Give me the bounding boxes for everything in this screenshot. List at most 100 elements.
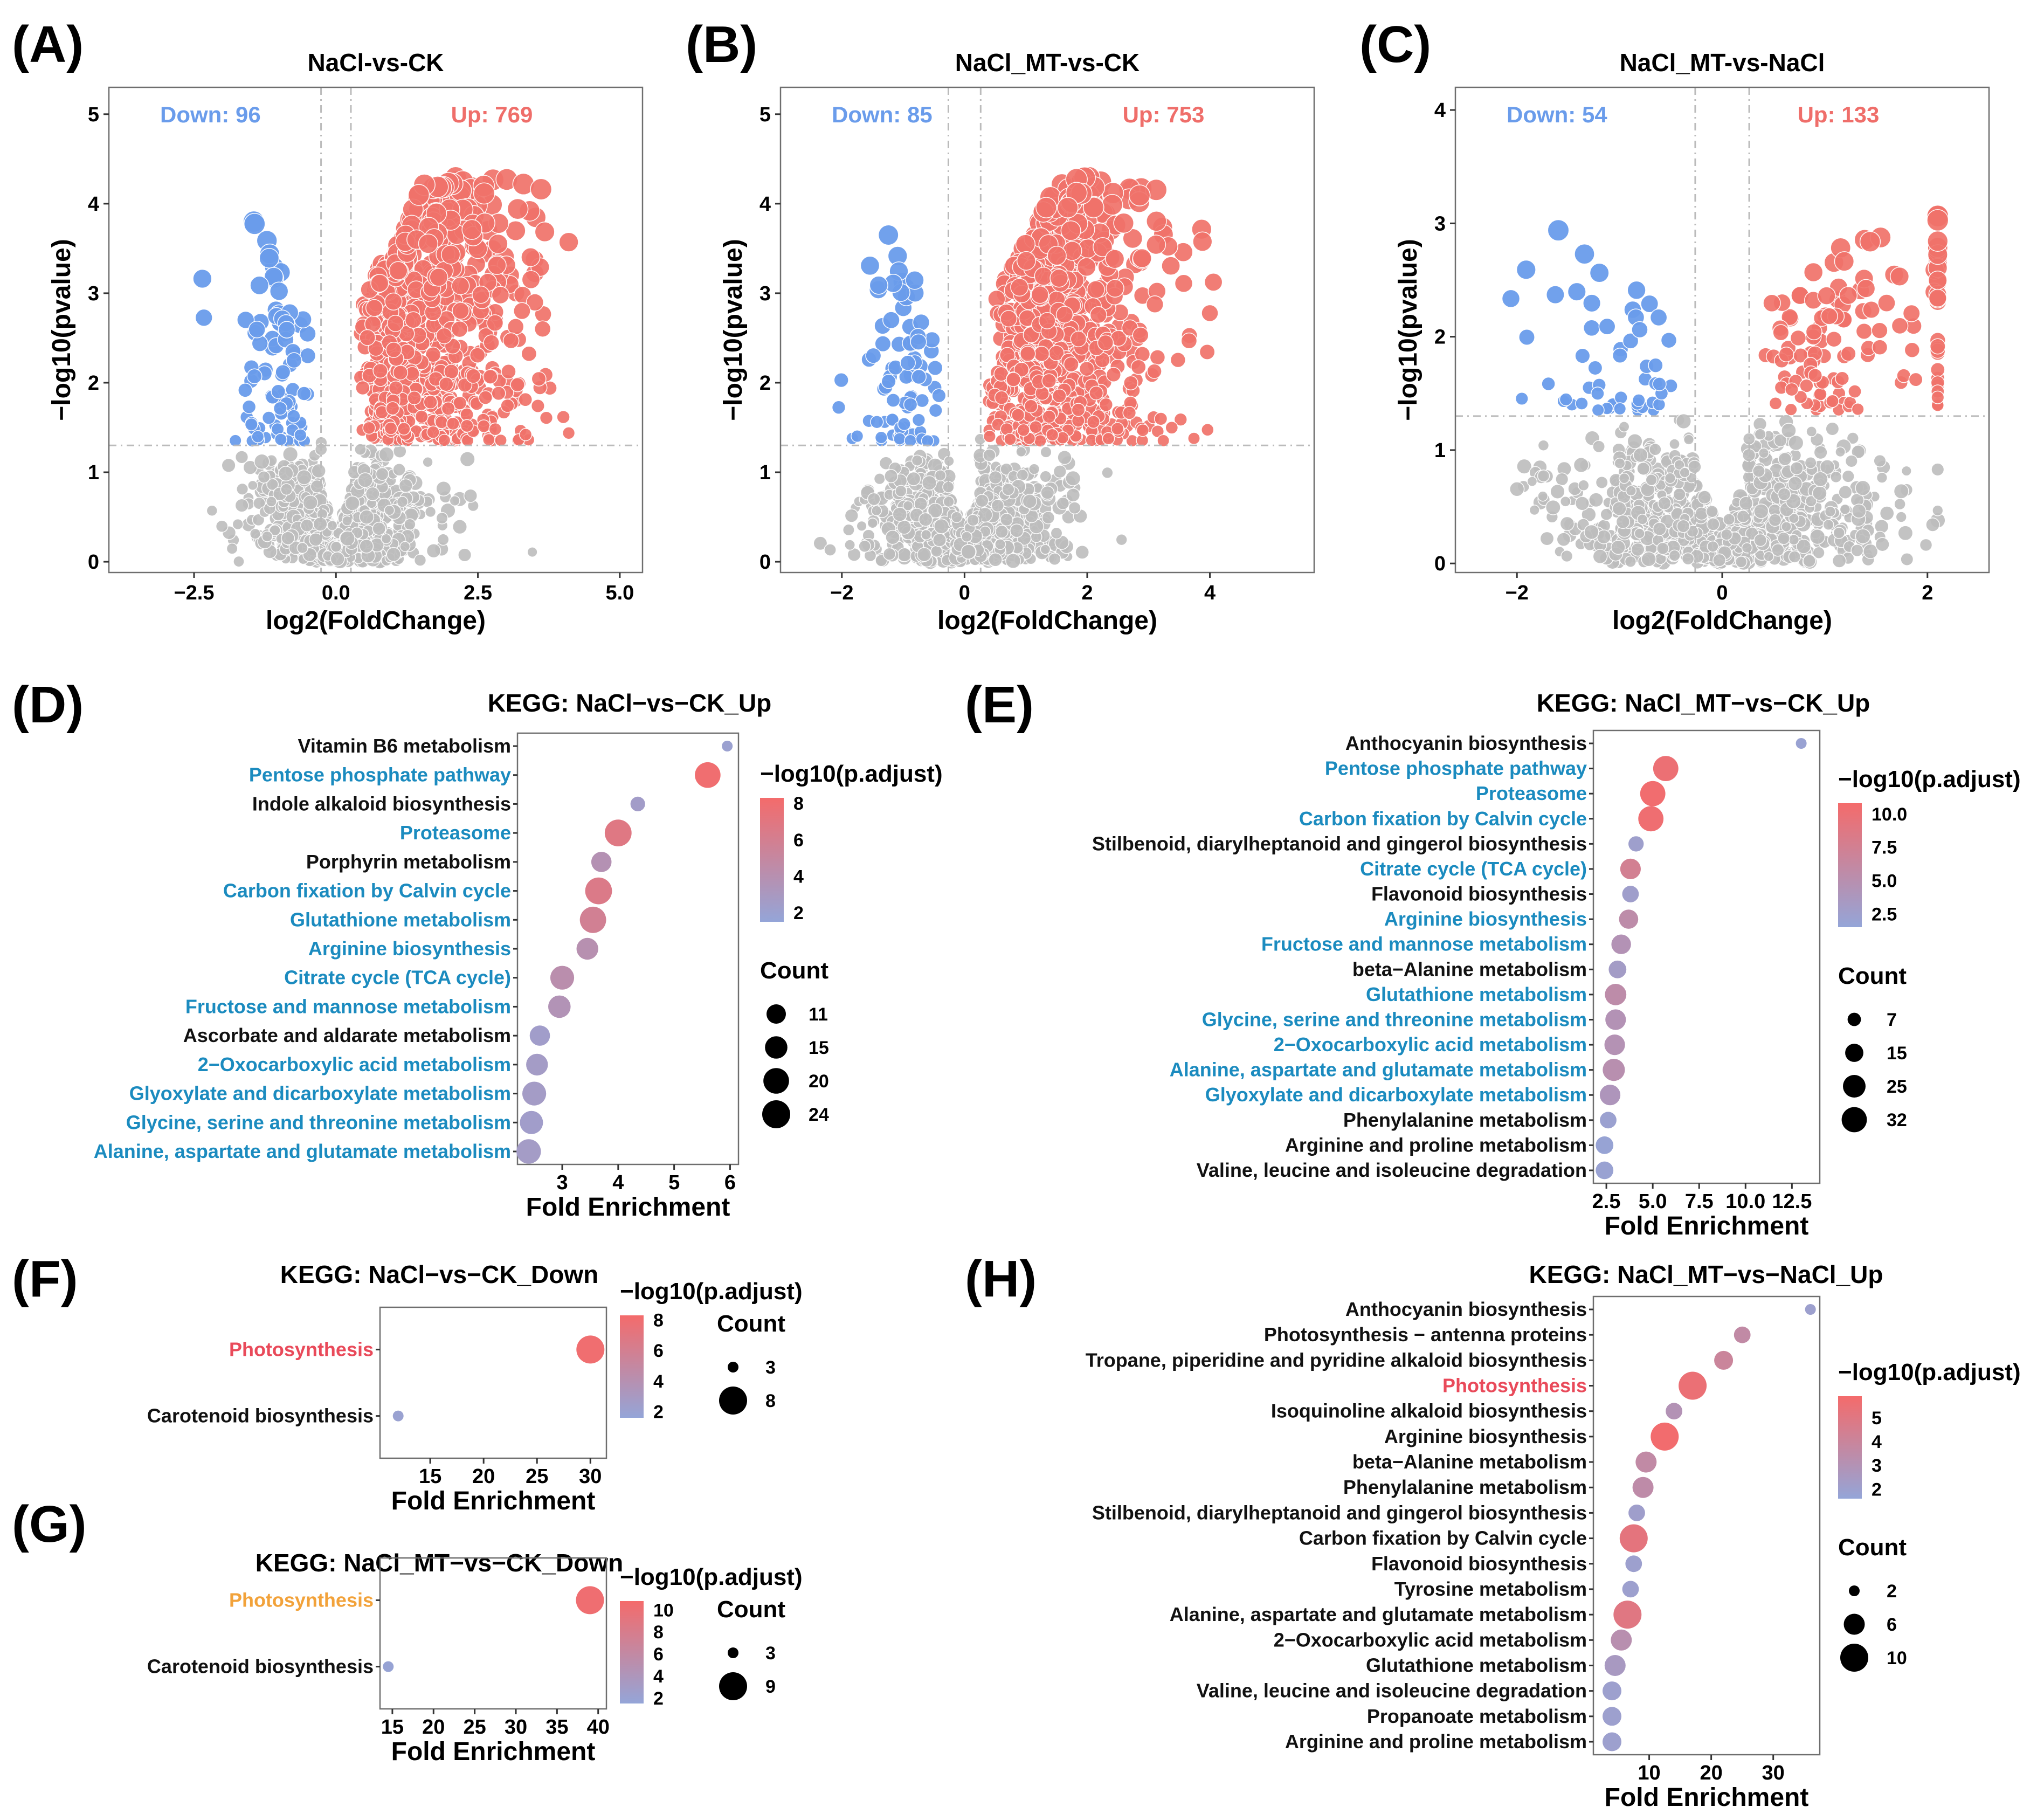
ns-point (1850, 544, 1864, 557)
ns-point (1893, 483, 1909, 499)
size-legend-title: Count (717, 1596, 785, 1623)
up-point (1896, 368, 1911, 383)
up-point (1908, 372, 1923, 387)
x-tick-label: 15 (419, 1465, 441, 1488)
enrichment-dot (1605, 984, 1627, 1005)
enrichment-dot (1599, 1085, 1621, 1106)
x-tick-label: −2 (830, 582, 853, 604)
up-point (478, 390, 493, 405)
term-label: beta−Alanine metabolism (1352, 958, 1587, 980)
up-point (1060, 220, 1081, 241)
term-label: Carotenoid biosynthesis (147, 1405, 374, 1427)
up-point (1890, 266, 1910, 286)
up-point (521, 247, 541, 267)
up-point (385, 401, 400, 416)
up-point (438, 376, 454, 392)
x-tick-label: 30 (579, 1465, 602, 1488)
ns-point (1839, 504, 1851, 515)
up-point (494, 433, 507, 447)
x-tick-label: 30 (1762, 1762, 1785, 1784)
ns-point (452, 519, 468, 535)
down-point (882, 311, 900, 329)
up-point (983, 430, 996, 443)
enrichment-dot (604, 819, 632, 846)
ns-point (344, 495, 360, 511)
ns-point (1735, 555, 1748, 568)
up-count-label: Up: 753 (1123, 102, 1205, 127)
ns-point (266, 478, 279, 491)
down-point (1598, 318, 1616, 335)
ns-point (858, 540, 871, 553)
ns-point (991, 499, 1005, 513)
up-point (451, 320, 468, 338)
ns-point (206, 505, 218, 517)
ns-point (463, 488, 478, 503)
ns-point (1669, 438, 1680, 450)
term-label: Alanine, aspartate and glutamate metabol… (1170, 1603, 1587, 1625)
enrichment-dot (1596, 1136, 1614, 1154)
up-point (389, 261, 408, 280)
up-point (1803, 262, 1824, 282)
up-point (1097, 334, 1114, 351)
up-point (1149, 349, 1166, 365)
down-point (1614, 390, 1628, 405)
up-point (558, 232, 579, 252)
ns-point (458, 548, 472, 562)
up-point (1772, 324, 1790, 341)
term-label: Glycine, serine and threonine metabolism (126, 1111, 511, 1133)
x-tick-label: 20 (1700, 1762, 1722, 1784)
up-point (425, 346, 441, 363)
ns-point (398, 478, 413, 493)
down-point (244, 417, 258, 431)
ns-point (1075, 545, 1090, 560)
down-point (928, 403, 943, 418)
enrichment-dot (722, 741, 733, 751)
color-legend-label: 4 (1872, 1432, 1882, 1452)
ns-point (1832, 554, 1847, 568)
ns-point (1618, 421, 1630, 433)
color-legend-label: 2.5 (1872, 904, 1897, 925)
down-point (905, 270, 924, 290)
chart-title: KEGG: NaCl−vs−CK_Down (280, 1260, 598, 1288)
ns-point (381, 533, 392, 544)
up-point (1042, 410, 1056, 424)
term-label: Valine, leucine and isoleucine degradati… (1197, 1159, 1587, 1181)
term-label: Arginine biosynthesis (1384, 1425, 1587, 1447)
term-label: Glyoxylate and dicarboxylate metabolism (129, 1082, 511, 1105)
y-tick-label: 4 (759, 193, 771, 216)
term-label: Glyoxylate and dicarboxylate metabolism (1205, 1084, 1587, 1106)
up-point (436, 327, 453, 344)
ns-point (396, 496, 409, 508)
up-point (1146, 211, 1167, 232)
down-point (833, 372, 849, 388)
color-legend-label: 8 (653, 1311, 664, 1331)
ns-point (1835, 446, 1846, 458)
ns-point (867, 492, 881, 506)
up-point (408, 184, 430, 206)
ns-point (988, 470, 1003, 485)
up-point (1079, 361, 1095, 377)
down-point (1541, 376, 1556, 391)
ns-point (300, 519, 314, 533)
ns-point (918, 512, 933, 527)
ns-point (824, 543, 837, 556)
ns-point (1838, 485, 1853, 500)
ns-point (1529, 505, 1540, 516)
term-label: Flavonoid biosynthesis (1371, 883, 1587, 905)
down-point (1631, 321, 1648, 339)
term-label: Propanoate metabolism (1367, 1705, 1587, 1727)
ns-point (1584, 524, 1599, 540)
x-tick-label: 5 (668, 1171, 680, 1194)
up-point (1010, 278, 1029, 297)
enrichment-dot (1796, 738, 1807, 749)
enrichment-dot (392, 1410, 404, 1422)
ns-point (372, 521, 386, 536)
ns-point (896, 520, 912, 535)
up-point (488, 422, 502, 436)
ns-point (247, 480, 258, 491)
ns-point (215, 520, 229, 533)
panel-label-g: (G) (12, 1495, 87, 1553)
ns-point (1578, 479, 1590, 492)
ns-point (1556, 532, 1571, 547)
down-point (865, 347, 882, 364)
